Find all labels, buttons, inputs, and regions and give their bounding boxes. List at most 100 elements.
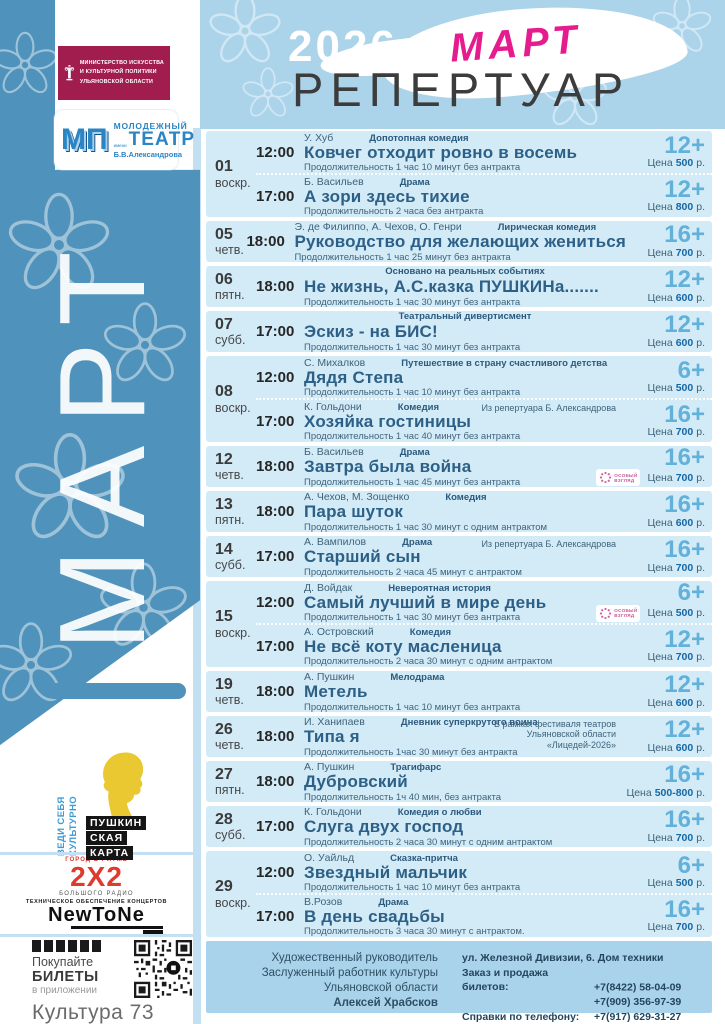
- show-time: 12:00: [256, 368, 295, 386]
- date-number: 14: [215, 540, 233, 558]
- date-number: 27: [215, 765, 233, 783]
- show-genre: Мелодрама: [390, 672, 445, 684]
- pushkin-slogan-line1: ВЕДИ СЕБЯ: [56, 796, 67, 856]
- age-rating: 12+: [664, 625, 705, 653]
- date-weekday: субб.: [215, 333, 246, 348]
- show-main: У. Хуб Допотопная комедия Ковчег отходит…: [304, 131, 626, 174]
- age-rating: 12+: [664, 716, 705, 744]
- show-author: О. Уайльд: [304, 851, 355, 864]
- schedule-group: 06 пятн. 18:00 Основано на реальных собы…: [206, 265, 712, 308]
- price-line: Цена 600 р.: [647, 337, 705, 349]
- show-title: Ковчег отходит ровно в восемь: [304, 142, 578, 162]
- age-rating: 12+: [664, 131, 705, 159]
- show-duration: Продолжительность 2 часа 30 минут с одни…: [304, 656, 553, 668]
- price-label: Цена: [647, 336, 673, 349]
- show-main: Основано на реальных событиях Не жизнь, …: [304, 265, 626, 308]
- phone-3: +7(917) 629-31-27: [594, 1010, 682, 1023]
- show-title: Самый лучший в мире день: [304, 592, 547, 612]
- price-label: Цена: [647, 426, 673, 439]
- show-main: Б. Васильев Драма А зори здесь тихие Про…: [304, 175, 626, 218]
- show-meta: А. Пушкин Трагифарс: [304, 761, 626, 773]
- show-duration: Продолжительность 1ч 40 мин, без антракт…: [304, 791, 502, 803]
- show-main: А. Пушкин Трагифарс Дубровский Продолжит…: [304, 760, 626, 803]
- show-right: 12+ Цена 500 р.: [626, 131, 712, 169]
- show-author: К. Гольдони: [304, 400, 362, 413]
- ministry-line: И КУЛЬТУРНОЙ ПОЛИТИКИ: [79, 69, 157, 76]
- sidebar-month-vertical: МАРТ: [34, 229, 170, 651]
- price-line: Цена 600 р.: [647, 697, 705, 709]
- date-number: 01: [215, 158, 233, 176]
- show-right: 16+ особый взгляд Цена 700 р.: [596, 445, 712, 487]
- newtone-logo-text: NewToNe: [48, 904, 145, 926]
- schedule-list: 01 воскр. 12:00 У. Хуб Допотопная комеди…: [206, 131, 712, 937]
- show-main: Театральный дивертисмент Эскиз - на БИС!…: [304, 310, 626, 353]
- show-genre: Трагифарс: [390, 762, 442, 774]
- price-value: 600: [675, 291, 694, 304]
- price-line: Цена 500 р.: [647, 877, 705, 889]
- show-right: 16+ Цена 700 р.: [626, 400, 712, 439]
- show-meta: А. Вампилов Драма: [304, 536, 626, 548]
- price-label: Цена: [647, 831, 673, 844]
- show-duration: Продолжительность 1 час 10 минут без ант…: [304, 701, 521, 713]
- show-time: 18:00: [256, 458, 295, 475]
- schedule-group: 27 пятн. 18:00 А. Пушкин Трагифарс Дубро…: [206, 760, 712, 803]
- show-row: 12:00 О. Уайльд Сказка-притча Звездный м…: [256, 851, 712, 894]
- age-rating: 16+: [664, 400, 705, 428]
- floral-decoration: [0, 31, 60, 98]
- show-duration: Продолжительность 1 час 30 минут с одним…: [304, 521, 548, 533]
- price-currency: р.: [696, 651, 705, 664]
- show-right: 16+ Цена 600 р.: [626, 493, 712, 529]
- show-duration: Продолжительность 1 час 45 минут без ант…: [304, 476, 521, 488]
- show-right: 6+ Цена 500 р.: [626, 853, 712, 889]
- show-time: 18:00: [256, 278, 295, 295]
- show-main: К. Гольдони Комедия о любви Слуга двух г…: [304, 805, 626, 848]
- show-main: А. Пушкин Мелодрама Метель Продолжительн…: [304, 670, 626, 713]
- show-duration: Продолжительность 1 час 30 минут без ант…: [304, 296, 521, 308]
- theater-name-line2: ТЕАТР: [128, 129, 196, 151]
- show-title: В день свадьбы: [304, 906, 445, 926]
- group-shows: 17:00 А. Вампилов Драма Старший сын Прод…: [256, 536, 712, 578]
- show-author: А. Вампилов: [304, 536, 367, 549]
- price-label: Цена: [626, 786, 652, 799]
- show-genre: Дневник суперкрутого воина: [400, 717, 538, 729]
- date-number: 08: [215, 383, 233, 401]
- show-duration: Продолжительность 2 часа 30 минут с одни…: [304, 836, 553, 848]
- schedule-group: 19 четв. 18:00 А. Пушкин Мелодрама Метел…: [206, 670, 712, 713]
- date-weekday: четв.: [215, 693, 244, 708]
- ministry-line: УЛЬЯНОВСКОЙ ОБЛАСТИ: [79, 78, 154, 85]
- show-main: Б. Васильев Драма Завтра была война Прод…: [304, 445, 626, 488]
- show-meta: В.Розов Драма: [304, 896, 626, 908]
- footer-director-block: Художественный руководитель Заслуженный …: [210, 951, 438, 1009]
- show-author: С. Михалков: [304, 356, 366, 369]
- price-line: Цена 700 р.: [647, 651, 705, 663]
- schedule-group: 05 четв. 18:00 Э. де Филиппо, А. Чехов, …: [206, 221, 712, 263]
- badge-line2: взгляд: [614, 613, 635, 619]
- show-genre: Допотопная комедия: [369, 132, 469, 144]
- show-meta: И. Ханипаев Дневник суперкрутого воина: [304, 716, 626, 728]
- date-weekday: воскр.: [215, 625, 251, 640]
- date-cell: 15 воскр.: [206, 581, 256, 667]
- header-band: 2026 МАРТ РЕПЕРТУАР: [200, 0, 725, 129]
- date-number: 12: [215, 450, 233, 468]
- show-genre: Основано на реальных событиях: [385, 266, 545, 278]
- date-number: 13: [215, 495, 233, 513]
- date-weekday: четв.: [215, 468, 244, 483]
- date-weekday: воскр.: [215, 175, 251, 190]
- price-currency: р.: [696, 516, 705, 529]
- show-row: 17:00 К. Гольдони Комедия о любви Слуга …: [256, 805, 712, 848]
- price-label: Цена: [647, 696, 673, 709]
- age-rating: 16+: [664, 895, 705, 923]
- show-meta: О. Уайльд Сказка-притча: [304, 852, 626, 864]
- date-number: 05: [215, 225, 233, 243]
- price-line: Цена 600 р.: [647, 517, 705, 529]
- price-value: 700: [675, 471, 694, 484]
- price-label: Цена: [647, 157, 673, 170]
- price-value: 700: [675, 426, 694, 439]
- radio-tagline-top: ГОРОД В РИТМЕ: [65, 857, 128, 863]
- price-line: Цена 500 р.: [647, 157, 705, 169]
- price-label: Цена: [647, 382, 673, 395]
- date-cell: 19 четв.: [206, 671, 256, 712]
- show-right: 12+ Цена 600 р.: [626, 268, 712, 304]
- pushkin-slogan-line2: КУЛЬТУРНО: [67, 795, 79, 856]
